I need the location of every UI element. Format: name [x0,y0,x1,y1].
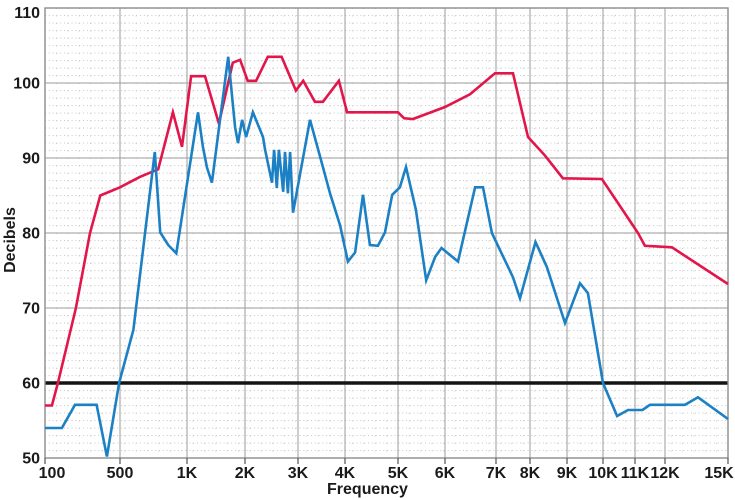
x-tick-label-4K: 4K [335,465,356,482]
major-grid [45,8,728,458]
y-tick-label-80: 80 [22,226,40,243]
lower-blue-curve-line [45,56,729,457]
y-tick-label-100: 100 [13,76,40,93]
y-tick-label-60: 60 [22,376,40,393]
x-tick-label-500: 500 [107,465,134,482]
x-tick-label-9K: 9K [557,465,578,482]
y-tick-label-90: 90 [22,151,40,168]
x-tick-label-12K: 12K [650,465,680,482]
x-tick-label-8K: 8K [520,465,541,482]
upper-red-curve-line [45,55,729,407]
x-tick-label-2K: 2K [235,465,256,482]
x-tick-label-10K: 10K [588,465,618,482]
x-tick-label-11K: 11K [621,465,650,482]
y-tick-label-110: 110 [14,5,40,22]
x-tick-label-1K: 1K [177,465,198,482]
x-axis-ticks [44,458,729,464]
x-tick-label-5K: 5K [388,465,409,482]
plot-border [44,7,729,459]
x-tick-label-6K: 6K [435,465,456,482]
x-tick-label-3K: 3K [288,465,309,482]
y-tick-label-70: 70 [22,301,40,318]
y-tick-label-50: 50 [22,451,40,468]
y-axis-title: Decibels [2,207,19,273]
x-tick-label-100: 100 [39,465,66,482]
x-tick-label-15K: 15K [704,465,734,482]
x-tick-label-7K: 7K [486,465,507,482]
x-axis-title: Frequency [327,481,408,498]
